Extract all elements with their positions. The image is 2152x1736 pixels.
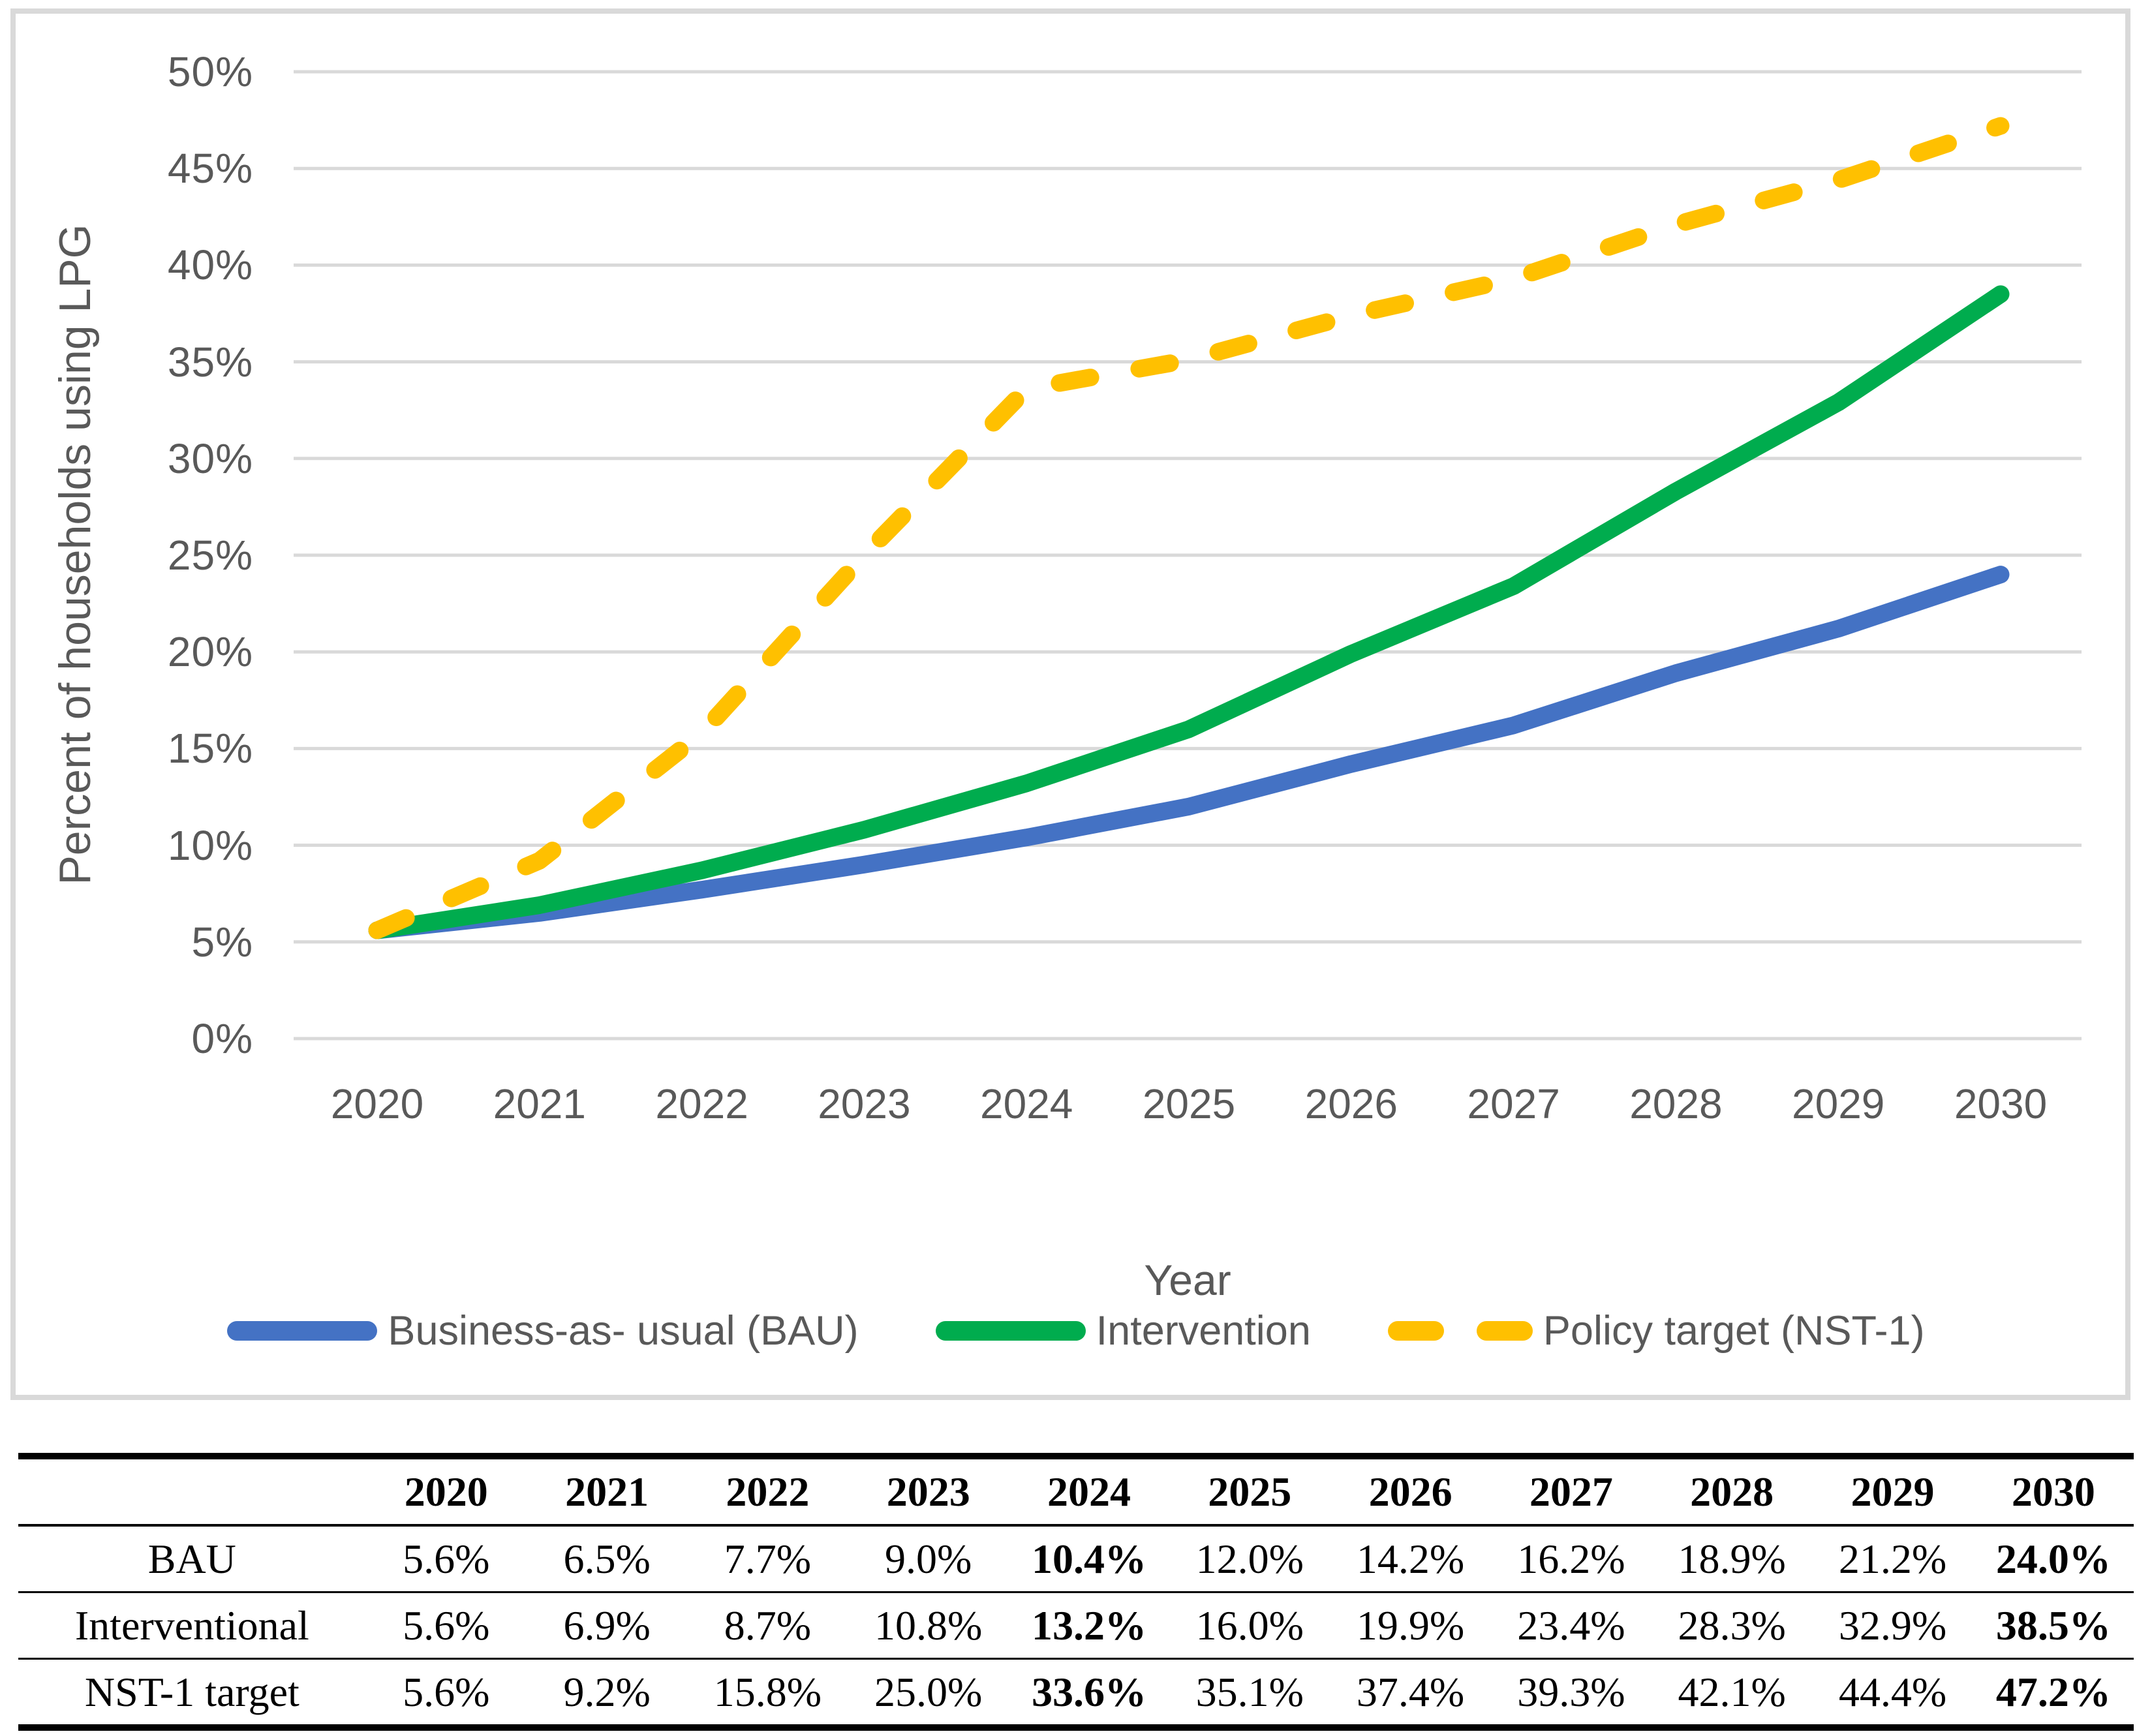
table-corner-cell: [18, 1456, 366, 1525]
table-cell: 37.4%: [1356, 1668, 1465, 1715]
table-header-cell: 2026: [1368, 1468, 1453, 1515]
table-row: Interventional 5.6% 6.9% 8.7% 10.8% 13.2% 16.0…: [18, 1592, 2134, 1659]
legend-swatch: [935, 1321, 1086, 1341]
table-cell: 6.5%: [563, 1535, 651, 1582]
table-cell: 9.0%: [885, 1535, 972, 1582]
x-tick-label: 2022: [655, 1080, 748, 1127]
y-tick-label: 40%: [167, 241, 253, 289]
legend-item: Business-as- usual (BAU): [227, 1307, 859, 1354]
y-tick-label: 35%: [167, 338, 253, 386]
table-header-cell: 2024: [1047, 1468, 1131, 1515]
table-row-label: Interventional: [74, 1602, 309, 1649]
table-cell: 13.2%: [1031, 1602, 1146, 1649]
table-row: BAU 5.6% 6.5% 7.7% 9.0% 10.4% 12.0% 14.2% 16.2% 1…: [18, 1525, 2134, 1592]
y-tick-label: 0%: [191, 1015, 253, 1062]
legend-item: Intervention: [935, 1307, 1311, 1354]
y-tick-label: 25%: [167, 532, 253, 579]
x-tick-label: 2020: [330, 1080, 424, 1127]
table-cell: 5.6%: [403, 1535, 490, 1582]
table-cell: 32.9%: [1838, 1602, 1947, 1649]
y-tick-label: 10%: [167, 821, 253, 869]
table-row: NST-1 target 5.6% 9.2% 15.8% 25.0% 33.6% 35.1%…: [18, 1658, 2134, 1728]
table-header-cell: 2029: [1851, 1468, 1935, 1515]
x-tick-label: 2026: [1304, 1080, 1398, 1127]
table-cell: 5.6%: [403, 1668, 490, 1715]
table-header-cell: 2022: [726, 1468, 810, 1515]
table-header-cell: 2028: [1690, 1468, 1774, 1515]
table-header-cell: 2021: [565, 1468, 649, 1515]
x-tick-label: 2025: [1142, 1080, 1236, 1127]
table-header-cell: 2027: [1529, 1468, 1613, 1515]
y-tick-label: 30%: [167, 434, 253, 482]
legend-label: Business-as- usual (BAU): [388, 1308, 859, 1354]
table-cell: 19.9%: [1356, 1602, 1465, 1649]
table-cell: 39.3%: [1517, 1668, 1625, 1715]
table-cell: 25.0%: [874, 1668, 983, 1715]
x-tick-label: 2021: [493, 1080, 586, 1127]
table-cell: 16.0%: [1195, 1602, 1304, 1649]
table-cell: 47.2%: [1995, 1668, 2111, 1715]
line-chart-figure: [10, 8, 2130, 1400]
x-tick-label: 2023: [818, 1080, 911, 1127]
table-cell: 12.0%: [1195, 1535, 1304, 1582]
table-cell: 14.2%: [1356, 1535, 1465, 1582]
table-cell: 7.7%: [724, 1535, 812, 1582]
table-cell: 8.7%: [724, 1602, 812, 1649]
legend-swatch-dash: [1476, 1321, 1533, 1341]
table-cell: 44.4%: [1838, 1668, 1947, 1715]
table-header-row: 2020 2021 2022 2023 2024 2025 2026 2027 2028 2029…: [18, 1456, 2134, 1525]
legend-swatch: [1387, 1321, 1533, 1341]
legend-label: Intervention: [1096, 1308, 1311, 1354]
table-row-label: NST-1 target: [84, 1668, 300, 1715]
table-cell: 5.6%: [403, 1602, 490, 1649]
table-cell: 9.2%: [563, 1668, 651, 1715]
table-cell: 6.9%: [563, 1602, 651, 1649]
y-tick-label: 5%: [191, 918, 253, 966]
table-row-label: BAU: [147, 1535, 236, 1582]
x-tick-label: 2024: [980, 1080, 1073, 1127]
y-tick-label: 45%: [167, 145, 253, 192]
x-tick-label: 2027: [1467, 1080, 1560, 1127]
legend-swatch: [227, 1321, 378, 1341]
table-header-cell: 2025: [1208, 1468, 1292, 1515]
table-header-cell: 2023: [886, 1468, 970, 1515]
x-axis-title: Year: [1144, 1256, 1231, 1304]
legend-label: Policy target (NST-1): [1543, 1308, 1925, 1354]
x-tick-label: 2029: [1792, 1080, 1885, 1127]
x-tick-label: 2028: [1629, 1080, 1723, 1127]
table-cell: 38.5%: [1995, 1602, 2111, 1649]
legend-swatch-dash: [1387, 1321, 1444, 1341]
table-cell: 28.3%: [1678, 1602, 1786, 1649]
table-cell: 23.4%: [1517, 1602, 1625, 1649]
table-cell: 10.8%: [874, 1602, 983, 1649]
table-cell: 16.2%: [1517, 1535, 1625, 1582]
legend-item: Policy target (NST-1): [1387, 1307, 1925, 1354]
table-cell: 24.0%: [1995, 1535, 2111, 1582]
table-cell: 33.6%: [1031, 1668, 1146, 1715]
x-tick-label: 2030: [1954, 1080, 2048, 1127]
table-cell: 35.1%: [1195, 1668, 1304, 1715]
table-cell: 42.1%: [1678, 1668, 1786, 1715]
data-table: 2020 2021 2022 2023 2024 2025 2026 2027 2028 2029…: [18, 1453, 2134, 1731]
table-cell: 10.4%: [1031, 1535, 1146, 1582]
table-header-cell: 2030: [2011, 1468, 2095, 1515]
y-tick-label: 20%: [167, 628, 253, 676]
y-tick-label: 50%: [167, 48, 253, 95]
chart-legend: Business-as- usual (BAU) Intervention Poli…: [0, 1302, 2152, 1360]
y-tick-label: 15%: [167, 725, 253, 772]
table-cell: 21.2%: [1838, 1535, 1947, 1582]
table-cell: 18.9%: [1678, 1535, 1786, 1582]
table-header-cell: 2020: [404, 1468, 488, 1515]
table-cell: 15.8%: [713, 1668, 822, 1715]
y-axis-title: Percent of households using LPG: [50, 224, 100, 885]
